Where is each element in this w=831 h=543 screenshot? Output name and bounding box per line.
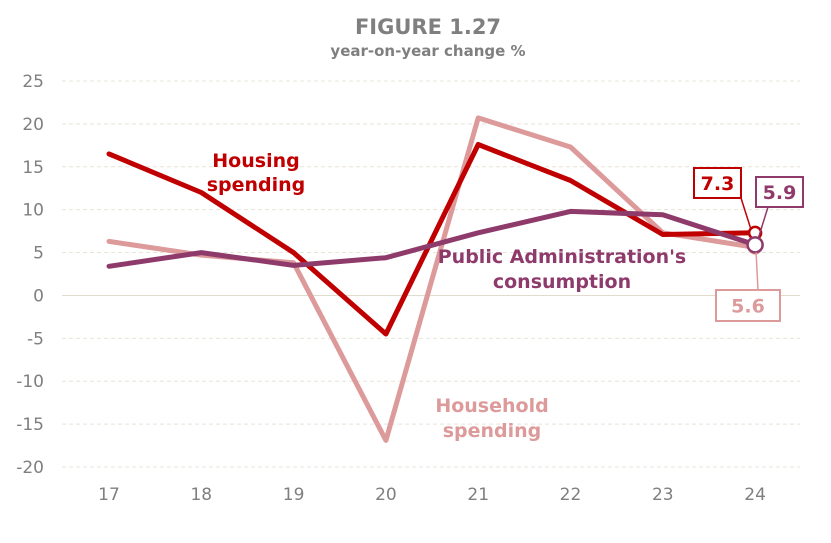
y-tick-label: 5 bbox=[33, 244, 44, 264]
household-spending-line bbox=[106, 115, 758, 443]
callout-public-administration-value: 5.9 bbox=[763, 182, 797, 204]
callout-housing-leader bbox=[740, 197, 752, 231]
callout-household-value: 5.6 bbox=[731, 296, 765, 318]
callout-housing-box bbox=[693, 167, 742, 199]
chart-subtitle: year-on-year change % bbox=[330, 42, 525, 60]
grid bbox=[62, 80, 800, 468]
y-tick-label: -5 bbox=[27, 329, 44, 349]
y-tick-label: 0 bbox=[33, 286, 44, 306]
x-tick-label: 18 bbox=[190, 485, 212, 505]
y-tick-label: 20 bbox=[22, 115, 44, 135]
housing-spending-label-line2: spending bbox=[207, 174, 306, 196]
chart-title: FIGURE 1.27 bbox=[355, 15, 501, 39]
x-tick-label: 24 bbox=[744, 485, 766, 505]
callout-public-administration-leader bbox=[757, 206, 769, 240]
x-tick-label: 17 bbox=[98, 485, 120, 505]
x-tick-label: 23 bbox=[652, 485, 674, 505]
y-tick-label: -20 bbox=[16, 458, 44, 478]
household-spending-label-line1: Household bbox=[435, 395, 548, 417]
end-marker bbox=[746, 236, 764, 254]
x-tick-label: 19 bbox=[283, 485, 305, 505]
y-tick-label: -10 bbox=[16, 372, 44, 392]
callout-public-administration-box bbox=[755, 176, 804, 208]
household-spending-label-line2: spending bbox=[443, 420, 542, 442]
x-tick-label: 21 bbox=[467, 485, 489, 505]
x-axis-ticks: 17 18 19 20 21 22 23 24 bbox=[98, 485, 766, 505]
callout-household-box bbox=[715, 289, 781, 322]
y-axis-ticks: 25 20 15 10 5 0 -5 -10 -15 -20 bbox=[16, 72, 44, 478]
housing-spending-line bbox=[106, 142, 758, 337]
y-tick-label: 25 bbox=[22, 72, 44, 92]
public-administration-label-line2: consumption bbox=[493, 271, 631, 293]
callout-household-leader bbox=[755, 252, 759, 291]
y-tick-label: 10 bbox=[22, 201, 44, 221]
y-tick-label: 15 bbox=[22, 158, 44, 178]
public-administration-line bbox=[106, 208, 758, 269]
callout-housing-value: 7.3 bbox=[701, 173, 735, 195]
y-tick-label: -15 bbox=[16, 415, 44, 435]
housing-spending-label-line1: Housing bbox=[212, 150, 299, 172]
value-callouts: 7.3 5.9 5.6 bbox=[693, 167, 804, 322]
series-lines bbox=[106, 115, 764, 443]
x-tick-label: 22 bbox=[560, 485, 582, 505]
public-administration-label-line1: Public Administration's bbox=[438, 246, 687, 268]
x-tick-label: 20 bbox=[375, 485, 397, 505]
